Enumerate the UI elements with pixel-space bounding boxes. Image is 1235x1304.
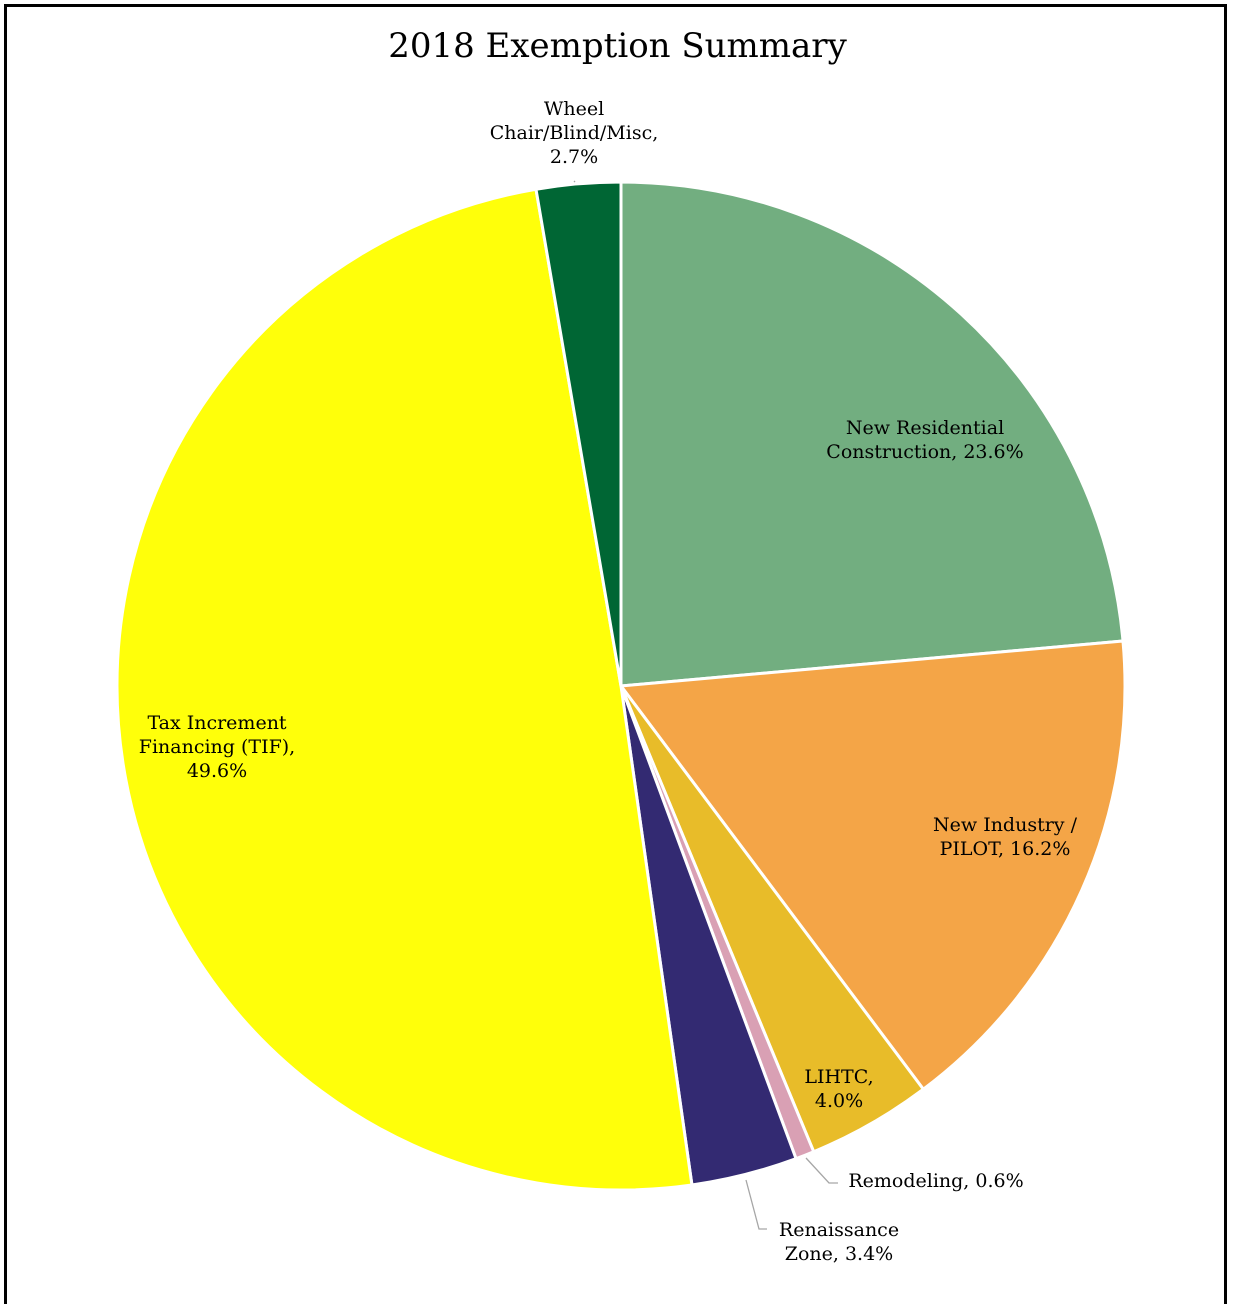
pie-slices bbox=[115, 180, 1127, 1192]
slice-labels: New Residential Construction, 23.6% New In… bbox=[139, 98, 1078, 1265]
pie-slice-new-residential-construction bbox=[619, 180, 1125, 688]
pie-slice-tax-increment-financing-tif bbox=[115, 187, 694, 1192]
slice-label-tax-increment-financing-tif: Tax Increment Financing (TIF), 49.6% bbox=[139, 712, 295, 782]
leader-line-renaissance-zone bbox=[745, 1179, 767, 1230]
chart-frame bbox=[4, 4, 1227, 1304]
slice-label-remodeling: Remodeling, 0.6% bbox=[848, 1170, 1023, 1192]
slice-label-wheel-chair-blind-misc: Wheel Chair/Blind/Misc, 2.7% bbox=[490, 98, 659, 168]
leader-lines bbox=[573, 180, 838, 1230]
leader-line-wheel-chair-blind-misc bbox=[573, 180, 576, 183]
slice-label-new-residential-construction: New Residential Construction, 23.6% bbox=[826, 417, 1023, 463]
leader-line-remodeling bbox=[805, 1157, 838, 1184]
chart-title: 2018 Exemption Summary bbox=[388, 26, 847, 66]
slice-label-lihtc: LIHTC, 4.0% bbox=[804, 1066, 873, 1112]
slice-label-renaissance-zone: Renaissance Zone, 3.4% bbox=[779, 1219, 899, 1265]
pie-slice-wheel-chair-blind-misc bbox=[534, 180, 623, 688]
pie-slice-new-industry-pilot bbox=[619, 639, 1127, 1091]
slice-label-new-industry-pilot: New Industry / PILOT, 16.2% bbox=[933, 814, 1078, 860]
